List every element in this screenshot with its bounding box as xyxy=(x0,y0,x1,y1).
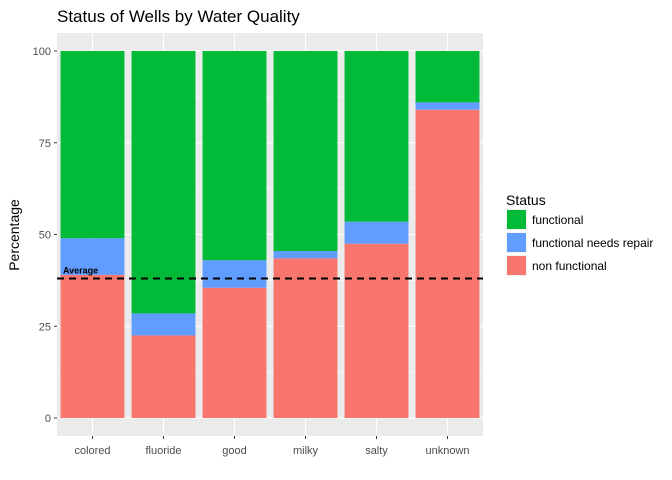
bar-colored-non-functional xyxy=(60,274,125,418)
chart-title: Status of Wells by Water Quality xyxy=(57,7,300,26)
bar-unknown-functional xyxy=(415,51,480,103)
legend-title: Status xyxy=(506,192,546,208)
legend-label: non functional xyxy=(532,259,607,273)
bar-unknown-functional-needs-repair xyxy=(415,102,480,110)
y-tick-label: 100 xyxy=(33,46,51,58)
y-tick-label: 50 xyxy=(39,230,51,242)
bar-salty-functional-needs-repair xyxy=(344,221,409,244)
bar-unknown-non-functional xyxy=(415,109,480,418)
bar-colored-functional xyxy=(60,51,125,239)
y-tick-label: 0 xyxy=(45,413,51,425)
bar-fluoride-non-functional xyxy=(131,335,196,418)
bar-good-functional xyxy=(202,51,267,261)
bar-milky-functional-needs-repair xyxy=(273,251,338,259)
x-tick-label: salty xyxy=(365,445,388,457)
bar-salty-functional xyxy=(344,51,409,222)
legend-label: functional needs repair xyxy=(532,236,653,250)
legend-label: functional xyxy=(532,213,583,227)
bar-colored-functional-needs-repair xyxy=(60,238,125,275)
legend: Status functional functional needs repair… xyxy=(506,192,653,276)
bar-milky-functional xyxy=(273,51,338,252)
y-tick-label: 25 xyxy=(39,321,51,333)
x-tick-label: good xyxy=(222,445,246,457)
legend-swatch xyxy=(507,233,526,252)
y-axis-ticks: 0 25 50 75 100 xyxy=(33,46,57,425)
bar-milky-non-functional xyxy=(273,258,338,418)
legend-swatch xyxy=(507,256,526,275)
x-axis-ticks: colored fluoride good milky salty unknown xyxy=(74,436,470,457)
x-tick-label: fluoride xyxy=(145,445,181,457)
bar-fluoride-functional xyxy=(131,51,196,314)
bar-good-non-functional xyxy=(202,287,267,418)
y-tick-label: 75 xyxy=(39,138,51,150)
x-tick-label: milky xyxy=(293,445,319,457)
x-tick-label: colored xyxy=(74,445,110,457)
legend-swatch xyxy=(507,210,526,229)
bar-salty-non-functional xyxy=(344,243,409,418)
x-tick-label: unknown xyxy=(425,445,469,457)
bars xyxy=(60,51,480,418)
bar-fluoride-functional-needs-repair xyxy=(131,313,196,336)
bar-good-functional-needs-repair xyxy=(202,260,267,288)
y-axis-title: Percentage xyxy=(6,199,22,271)
average-label: Average xyxy=(63,266,98,276)
